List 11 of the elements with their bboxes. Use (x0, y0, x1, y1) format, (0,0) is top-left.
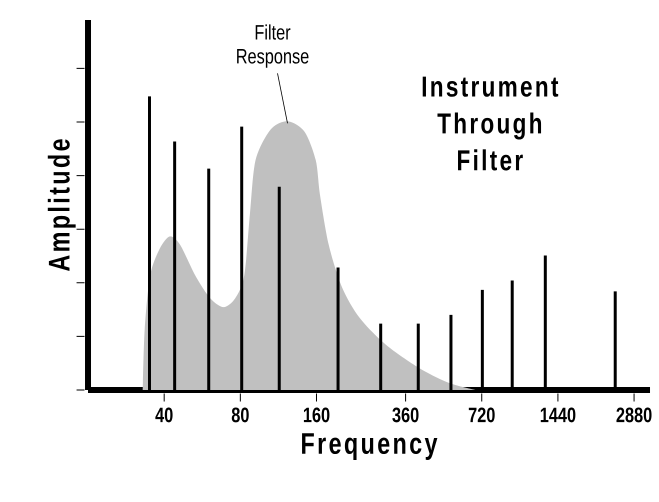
x-tick-label: 2880 (616, 408, 652, 422)
chart-title: Instrument Through Filter (422, 76, 558, 171)
x-tick-label: 360 (392, 408, 419, 422)
annotation: Filter Response (237, 24, 309, 68)
x-tick-label: 40 (155, 408, 173, 422)
x-tick-label: 80 (232, 408, 249, 422)
x-tick-label: 1440 (540, 408, 576, 422)
x-tick-label: 160 (304, 408, 330, 422)
y-axis-title: Amplitude (48, 139, 76, 271)
x-tick-label: 720 (468, 408, 495, 422)
x-axis-title: Frequency (302, 433, 438, 460)
